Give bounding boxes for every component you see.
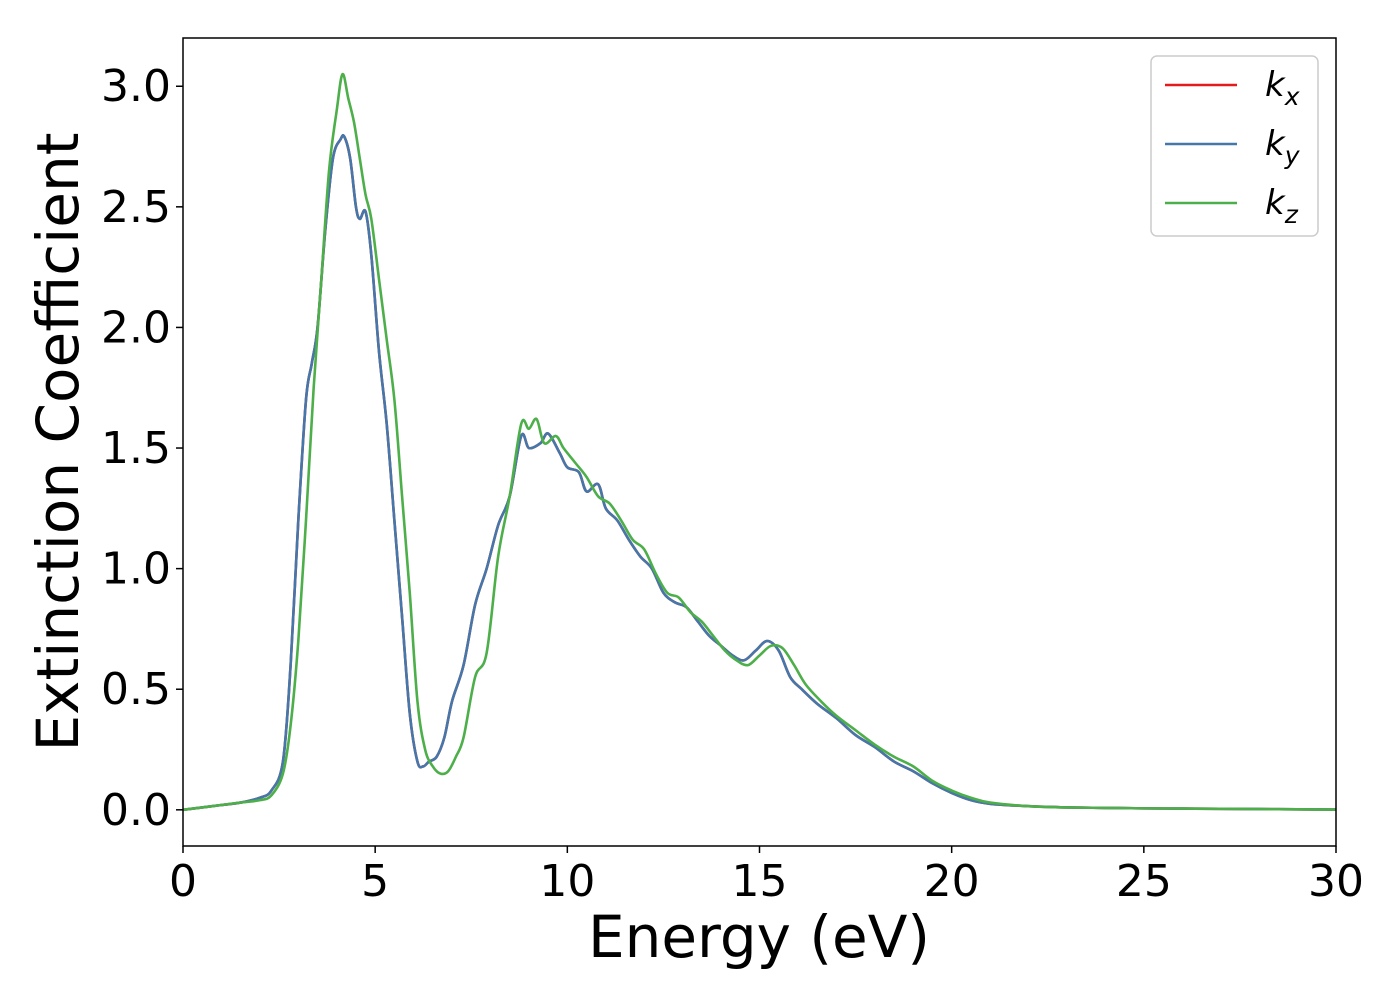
y-tick-label: 0.5 <box>101 664 171 715</box>
x-tick-label: 10 <box>539 856 595 907</box>
legend-label-x: kx <box>1265 65 1300 111</box>
series-line-y <box>183 133 1336 812</box>
y-tick-label: 0.0 <box>101 785 171 836</box>
x-axis-label: Energy (eV) <box>588 903 930 971</box>
legend-label-subscript: x <box>1284 82 1300 111</box>
series-line-z <box>183 72 1336 812</box>
legend-box <box>1150 55 1319 237</box>
legend-label-base: k <box>1265 65 1286 105</box>
y-tick-label: 1.0 <box>101 544 171 595</box>
x-tick-label: 15 <box>732 856 788 907</box>
x-tick-label: 5 <box>361 856 389 907</box>
series-layer <box>183 72 1336 812</box>
legend-label-y: ky <box>1265 124 1301 170</box>
x-tick-label: 20 <box>924 856 980 907</box>
x-tick-label: 30 <box>1308 856 1364 907</box>
legend-label-z: kz <box>1265 183 1299 229</box>
y-axis-label: Extinction Coefficient <box>24 133 92 752</box>
y-tick-label: 2.5 <box>101 182 171 233</box>
legend-label-base: k <box>1265 183 1286 223</box>
plot-background <box>183 38 1336 846</box>
y-axis-ticks: 0.0 0.5 1.0 1.5 2.0 2.5 3.0 <box>101 61 183 836</box>
y-tick-label: 2.0 <box>101 302 171 353</box>
legend-label-subscript: z <box>1284 200 1299 229</box>
y-tick-label: 1.5 <box>101 423 171 474</box>
x-axis-ticks: 0 5 10 15 20 25 30 <box>169 846 1364 907</box>
y-tick-label: 3.0 <box>101 61 171 112</box>
legend-label-base: k <box>1265 124 1286 164</box>
legend-label-subscript: y <box>1284 141 1301 170</box>
x-tick-label: 0 <box>169 856 197 907</box>
x-tick-label: 25 <box>1116 856 1172 907</box>
